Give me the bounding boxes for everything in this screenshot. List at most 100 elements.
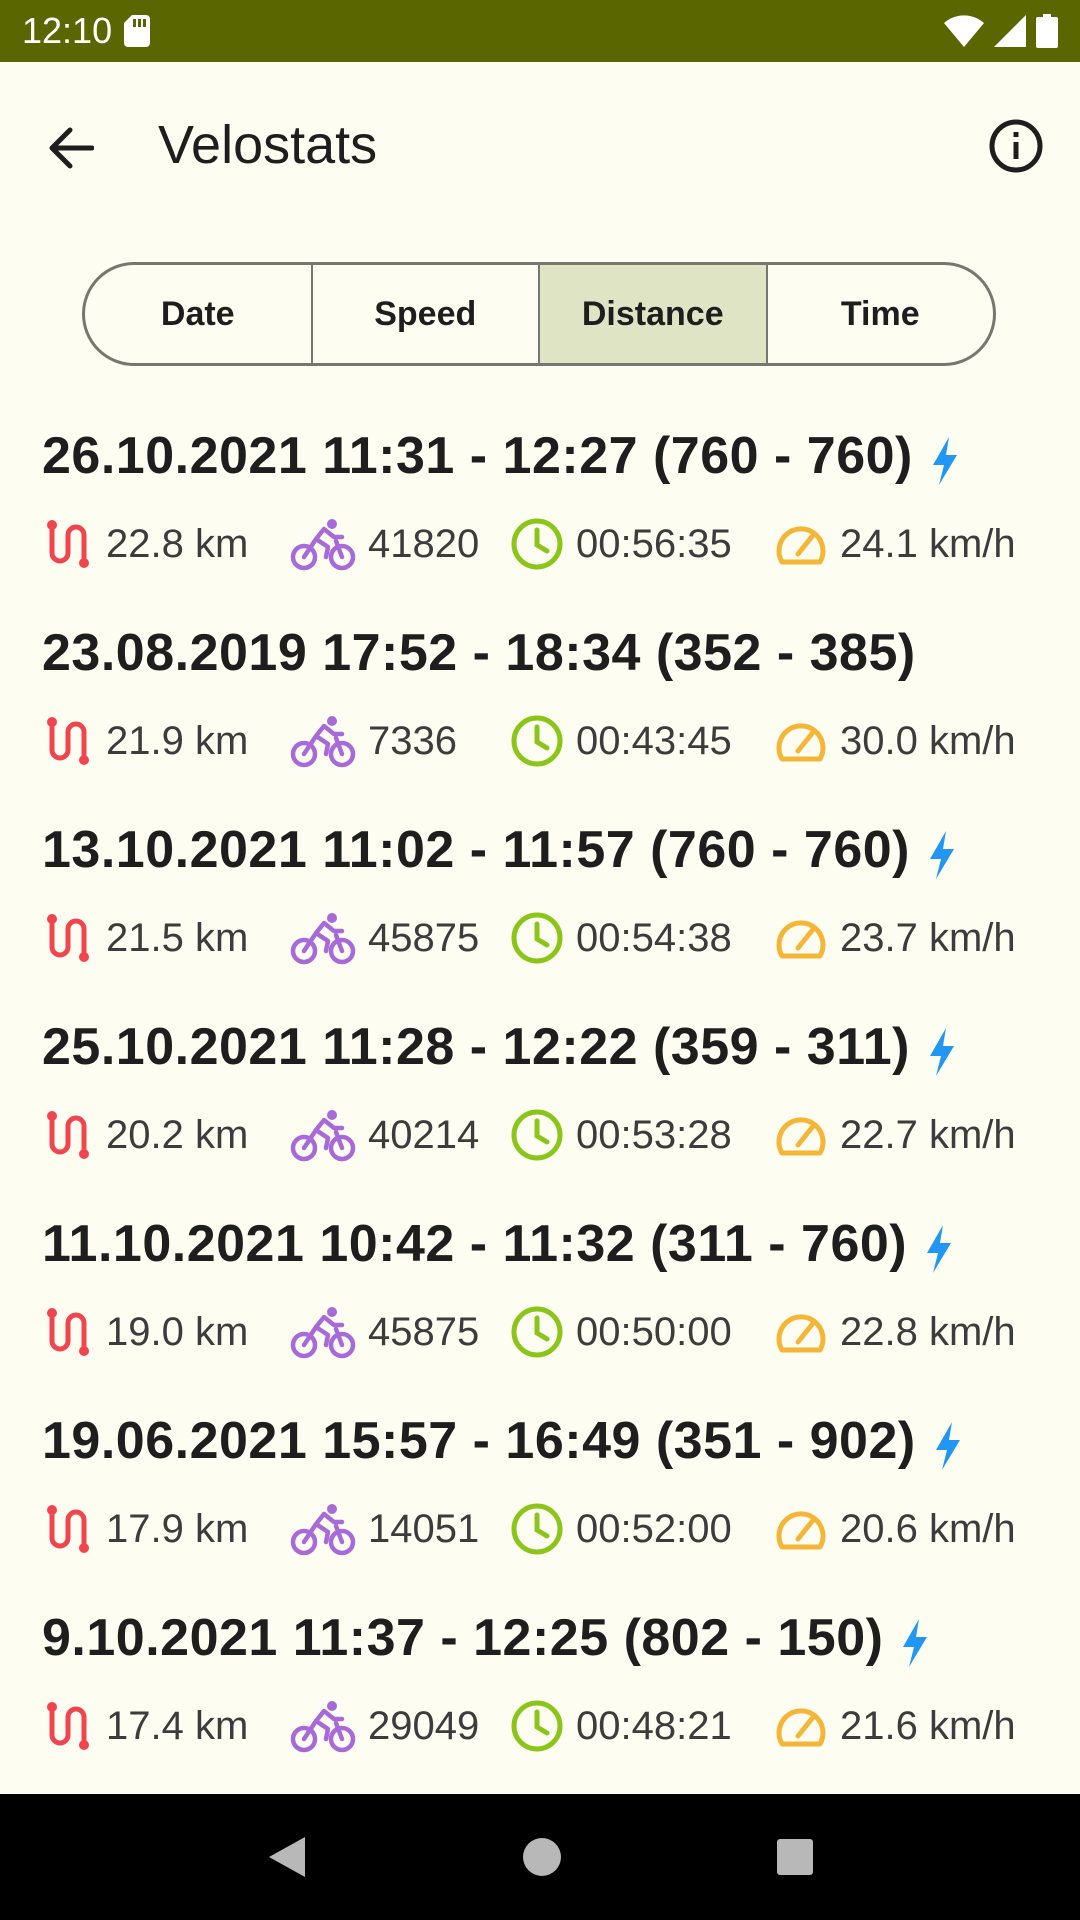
route-icon <box>47 914 89 962</box>
bolt-icon <box>927 1225 952 1273</box>
cadence-value: 29049 <box>368 1703 480 1748</box>
app-title: Velostats <box>158 115 378 175</box>
duration-value: 00:50:00 <box>576 1309 732 1354</box>
bolt-icon <box>929 1028 954 1076</box>
tab-speed[interactable]: Speed <box>313 265 540 363</box>
distance-value: 22.8 km <box>106 521 249 566</box>
bolt-icon <box>935 1422 960 1470</box>
wifi-icon <box>944 15 984 47</box>
list-item[interactable]: 13.10.2021 11:02 - 11:57 (760 - 760) 21.… <box>0 794 1080 991</box>
status-bar: 12:10 <box>0 0 1080 62</box>
duration-value: 00:48:21 <box>576 1703 732 1748</box>
speed-value: 23.7 km/h <box>840 915 1016 960</box>
ride-stats: 17.4 km 29049 00:48:21 <box>44 1696 1054 1756</box>
ride-stats: 21.5 km 45875 00:54:38 <box>44 908 1054 968</box>
distance-value: 21.9 km <box>106 718 249 763</box>
cadence-value: 45875 <box>368 915 480 960</box>
ride-stats: 22.8 km 41820 00:56:35 <box>44 514 1054 574</box>
speed-value: 22.7 km/h <box>840 1112 1016 1157</box>
clock-icon <box>511 1503 563 1555</box>
status-icons <box>944 14 1058 48</box>
distance-value: 21.5 km <box>106 915 249 960</box>
list-item[interactable]: 26.10.2021 11:31 - 12:27 (760 - 760) 22.… <box>0 400 1080 597</box>
bicycle-icon <box>290 519 356 571</box>
bolt-icon <box>929 831 954 879</box>
cadence-value: 40214 <box>368 1112 480 1157</box>
nav-back-icon[interactable] <box>265 1833 309 1881</box>
list-item[interactable]: 23.08.2019 17:52 - 18:34 (352 - 385) 21.… <box>0 597 1080 794</box>
duration-value: 00:43:45 <box>576 718 732 763</box>
speedometer-icon <box>776 1314 826 1353</box>
route-icon <box>47 1308 89 1356</box>
route-icon <box>47 717 89 765</box>
ride-list: 26.10.2021 11:31 - 12:27 (760 - 760) 22.… <box>0 400 1080 1779</box>
ride-title: 9.10.2021 11:37 - 12:25 (802 - 150) <box>42 1609 884 1667</box>
speedometer-icon <box>776 1117 826 1156</box>
distance-value: 17.9 km <box>106 1506 249 1551</box>
sd-card-icon <box>124 15 151 47</box>
route-icon <box>47 1702 89 1750</box>
list-item[interactable]: 19.06.2021 15:57 - 16:49 (351 - 902) 17.… <box>0 1385 1080 1582</box>
speedometer-icon <box>776 526 826 565</box>
speed-value: 24.1 km/h <box>840 521 1016 566</box>
speedometer-icon <box>776 1511 826 1550</box>
route-icon <box>47 520 89 568</box>
clock-icon <box>511 1306 563 1358</box>
ride-stats: 20.2 km 40214 00:53:28 <box>44 1105 1054 1165</box>
list-item[interactable]: 9.10.2021 11:37 - 12:25 (802 - 150) 17.4… <box>0 1582 1080 1779</box>
speed-value: 30.0 km/h <box>840 718 1016 763</box>
arrow-back-icon <box>49 127 94 169</box>
speedometer-icon <box>776 1708 826 1747</box>
duration-value: 00:53:28 <box>576 1112 732 1157</box>
cadence-value: 14051 <box>368 1506 480 1551</box>
speedometer-icon <box>776 920 826 959</box>
duration-value: 00:56:35 <box>576 521 732 566</box>
duration-value: 00:54:38 <box>576 915 732 960</box>
bicycle-icon <box>290 716 356 768</box>
ride-stats: 21.9 km 7336 00:43:45 <box>44 711 1054 771</box>
clock-icon <box>511 912 563 964</box>
ride-title: 26.10.2021 11:31 - 12:27 (760 - 760) <box>42 427 913 485</box>
clock-icon <box>511 1109 563 1161</box>
distance-value: 17.4 km <box>106 1703 249 1748</box>
back-button[interactable] <box>40 120 102 176</box>
cadence-value: 45875 <box>368 1309 480 1354</box>
speed-value: 20.6 km/h <box>840 1506 1016 1551</box>
tab-distance[interactable]: Distance <box>540 265 768 363</box>
bicycle-icon <box>290 1701 356 1753</box>
list-item[interactable]: 11.10.2021 10:42 - 11:32 (311 - 760) 19.… <box>0 1188 1080 1385</box>
ride-title: 23.08.2019 17:52 - 18:34 (352 - 385) <box>42 624 916 682</box>
bicycle-icon <box>290 1307 356 1359</box>
bolt-icon <box>932 437 957 485</box>
cadence-value: 7336 <box>368 718 457 763</box>
clock-icon <box>511 1700 563 1752</box>
bicycle-icon <box>290 1504 356 1556</box>
speedometer-icon <box>776 723 826 762</box>
bolt-icon <box>903 1619 928 1667</box>
ride-stats: 17.9 km 14051 00:52:00 <box>44 1499 1054 1559</box>
info-button[interactable] <box>984 114 1048 178</box>
speed-value: 22.8 km/h <box>840 1309 1016 1354</box>
ride-title: 11.10.2021 10:42 - 11:32 (311 - 760) <box>42 1215 908 1273</box>
app-bar: Velostats <box>0 62 1080 232</box>
ride-title: 19.06.2021 15:57 - 16:49 (351 - 902) <box>42 1412 916 1470</box>
nav-recents-icon[interactable] <box>775 1837 815 1877</box>
duration-value: 00:52:00 <box>576 1506 732 1551</box>
ride-stats: 19.0 km 45875 00:50:00 <box>44 1302 1054 1362</box>
signal-icon <box>994 15 1026 47</box>
ride-title: 25.10.2021 11:28 - 12:22 (359 - 311) <box>42 1018 910 1076</box>
cadence-value: 41820 <box>368 521 480 566</box>
nav-home-icon[interactable] <box>520 1835 564 1879</box>
bicycle-icon <box>290 913 356 965</box>
tab-date[interactable]: Date <box>85 265 313 363</box>
battery-icon <box>1036 14 1058 48</box>
list-item[interactable]: 25.10.2021 11:28 - 12:22 (359 - 311) 20.… <box>0 991 1080 1188</box>
ride-title: 13.10.2021 11:02 - 11:57 (760 - 760) <box>42 821 910 879</box>
sort-segmented-control: Date Speed Distance Time <box>82 262 996 366</box>
info-icon <box>989 119 1043 173</box>
tab-time[interactable]: Time <box>840 294 920 333</box>
bicycle-icon <box>290 1110 356 1162</box>
distance-value: 19.0 km <box>106 1309 249 1354</box>
distance-value: 20.2 km <box>106 1112 249 1157</box>
navigation-bar <box>0 1794 1080 1920</box>
